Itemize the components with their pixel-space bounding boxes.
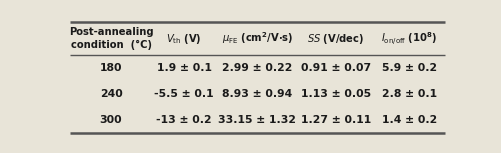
Text: 180: 180 — [100, 63, 122, 73]
Text: 240: 240 — [99, 89, 122, 99]
Text: 0.91 ± 0.07: 0.91 ± 0.07 — [301, 63, 370, 73]
Text: 300: 300 — [100, 115, 122, 125]
Text: 1.13 ± 0.05: 1.13 ± 0.05 — [301, 89, 370, 99]
Text: 2.8 ± 0.1: 2.8 ± 0.1 — [381, 89, 436, 99]
Text: 33.15 ± 1.32: 33.15 ± 1.32 — [218, 115, 296, 125]
Text: 8.93 ± 0.94: 8.93 ± 0.94 — [222, 89, 292, 99]
Text: 1.4 ± 0.2: 1.4 ± 0.2 — [381, 115, 436, 125]
Text: Post-annealing
condition  (°C): Post-annealing condition (°C) — [69, 27, 153, 50]
Text: $\mathit{SS}$ $\bf{(V/dec)}$: $\mathit{SS}$ $\bf{(V/dec)}$ — [307, 32, 364, 45]
Text: -5.5 ± 0.1: -5.5 ± 0.1 — [154, 89, 213, 99]
Text: $\mu_{\rm{FE}}$ $\bf{(cm^{2}/V{\cdot}s)}$: $\mu_{\rm{FE}}$ $\bf{(cm^{2}/V{\cdot}s)}… — [221, 31, 293, 46]
Text: -13 ± 0.2: -13 ± 0.2 — [156, 115, 211, 125]
Text: 1.27 ± 0.11: 1.27 ± 0.11 — [300, 115, 370, 125]
Text: $V_{\rm{th}}$ $\bf{(V)}$: $V_{\rm{th}}$ $\bf{(V)}$ — [166, 32, 201, 45]
Text: $I_{\rm{on/off}}$ $\bf{(10^{8})}$: $I_{\rm{on/off}}$ $\bf{(10^{8})}$ — [380, 30, 436, 47]
Text: 5.9 ± 0.2: 5.9 ± 0.2 — [381, 63, 436, 73]
Text: 2.99 ± 0.22: 2.99 ± 0.22 — [221, 63, 292, 73]
Text: 1.9 ± 0.1: 1.9 ± 0.1 — [156, 63, 211, 73]
